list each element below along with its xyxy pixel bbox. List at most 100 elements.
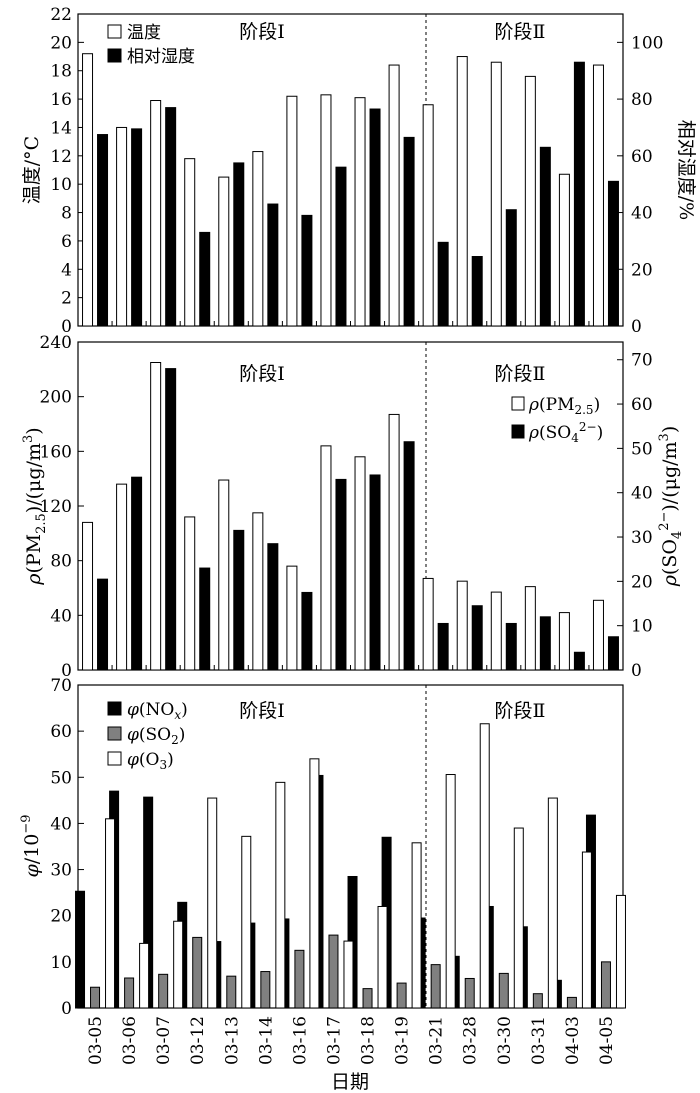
bar-bottom-s2-03-13 [241,835,252,1009]
bar-bottom-s2-03-06 [139,942,150,1009]
legend-label-temperature: 温度 [127,23,161,43]
bar-top-s0-03-14 [252,151,264,327]
stage-label-1-top: 阶段Ⅰ [239,21,285,43]
bar-top-s1-03-28 [471,256,483,327]
bar-top-s0-03-16 [286,95,298,327]
bar-bottom-s2-04-05 [615,894,626,1009]
x-tick-label-03-21: 03-21 [427,1016,447,1065]
panel-top-right-tick-label: 20 [631,260,653,280]
bar-middle-s1-04-05 [607,636,619,671]
legend-swatch-sulfate [511,424,525,439]
bar-top-s0-03-05 [82,53,94,327]
legend-label-so2: φ(SO2) [127,725,185,747]
x-tick-label-03-14: 03-14 [256,1016,276,1065]
bar-middle-s1-03-28 [471,605,483,671]
bar-bottom-s2-03-18 [377,905,388,1009]
panel-middle-left-tick-label: 0 [61,661,72,681]
panel-top-right-tick-label: 80 [631,90,653,110]
bar-bottom-s1-03-21 [430,964,441,1009]
x-tick-label-04-03: 04-03 [563,1016,583,1065]
middle-left-axis-label: ρ(PM2.5)/(μg/m3) [21,427,49,585]
bar-bottom-s2-03-12 [207,797,218,1009]
bar-middle-s0-04-05 [592,599,604,671]
panel-top-left-tick-label: 0 [61,317,72,337]
panel-top-left-tick-label: 16 [50,90,72,110]
panel-bottom-left-tick-label: 60 [50,722,72,742]
bar-middle-s0-03-06 [116,483,128,671]
panel-bottom-left-tick-label: 20 [50,907,72,927]
legend-swatch-so2 [107,726,122,741]
x-tick-label-03-17: 03-17 [324,1016,344,1065]
legend-bottom: φ(NOx) φ(SO2) φ(O3) [107,700,188,772]
bar-middle-s1-03-30 [505,622,517,671]
bar-bottom-s1-03-30 [498,972,509,1009]
bar-middle-s1-03-06 [131,476,143,671]
bottom-left-axis-label: φ/10−9 [19,814,43,877]
bar-top-s1-03-14 [267,203,279,327]
x-tick-label-04-05: 04-05 [597,1016,617,1065]
bar-bottom-s2-03-14 [275,781,286,1009]
bar-bottom-s1-03-05 [90,986,101,1009]
panel-middle-right-tick-label: 30 [631,528,653,548]
bar-bottom-s2-03-17 [343,940,354,1009]
bar-top-s1-03-06 [131,128,143,327]
bar-middle-s0-03-31 [524,586,536,671]
bar-middle-s0-03-14 [252,512,264,671]
stage-label-2-bottom: 阶段Ⅱ [495,700,546,722]
legend-label-nox: φ(NOx) [127,700,188,722]
bar-top-s1-03-21 [437,241,449,327]
bar-top-s0-03-19 [388,64,400,327]
panel-middle-right-tick-label: 10 [631,617,653,637]
bar-bottom-s0-03-05 [75,890,86,1009]
bar-top-s0-04-05 [592,64,604,327]
bar-middle-s0-03-07 [150,362,162,671]
stage-label-2-top: 阶段Ⅱ [495,21,546,43]
bar-bottom-s1-03-16 [294,949,305,1009]
panel-bottom-left-tick-label: 0 [61,999,72,1019]
legend-label-humidity: 相对湿度 [127,47,195,67]
legend-swatch-humidity [107,48,122,63]
panel-top-left-tick-label: 10 [50,175,72,195]
bar-top-s1-03-07 [165,107,177,327]
middle-right-axis-label: ρ(SO42−)/(μg/m3) [657,426,685,588]
bar-top-s1-03-12 [199,231,211,327]
x-tick-label-03-05: 03-05 [86,1016,106,1065]
bar-middle-s1-03-14 [267,543,279,671]
bar-middle-s0-03-28 [456,580,468,671]
bar-middle-s1-03-21 [437,622,449,671]
bar-bottom-s2-03-21 [445,774,456,1009]
bar-bottom-s2-03-07 [173,920,184,1009]
bar-top-s0-03-17 [320,94,332,327]
x-tick-label-03-19: 03-19 [393,1016,413,1065]
bar-top-s1-03-05 [97,134,109,327]
bar-middle-s0-03-16 [286,565,298,671]
bar-bottom-s1-04-05 [600,961,611,1009]
bar-bottom-s1-03-07 [158,973,169,1009]
bar-bottom-s1-03-14 [260,971,271,1009]
bar-middle-s0-04-03 [558,612,570,671]
bar-bottom-s2-03-31 [547,797,558,1009]
x-tick-label-03-28: 03-28 [461,1016,481,1065]
x-axis-label: 日期 [331,1071,369,1093]
bar-top-s0-03-28 [456,56,468,327]
bar-bottom-s2-03-28 [479,723,490,1009]
panel-top-left-tick-label: 2 [61,289,72,309]
bar-middle-s1-03-17 [335,478,347,671]
legend-label-o3: φ(O3) [127,750,174,772]
legend-label-pm25: ρ(PM2.5) [528,395,600,417]
panel-top-left-tick-label: 8 [61,204,72,224]
bar-top-s0-03-13 [218,176,230,327]
bar-bottom-s1-03-17 [328,934,339,1009]
bar-middle-s1-03-07 [165,368,177,671]
bar-top-s1-03-19 [403,136,415,327]
bar-bottom-s1-03-13 [226,975,237,1009]
bar-top-s1-03-17 [335,166,347,327]
panel-top-left-tick-label: 4 [61,260,72,280]
panel-middle-left-tick-label: 160 [40,442,72,462]
panel-top-left-tick-label: 20 [50,33,72,53]
x-tick-label-03-31: 03-31 [529,1016,549,1065]
x-tick-label-03-12: 03-12 [188,1016,208,1065]
bar-top-s0-03-31 [524,75,536,327]
legend-swatch-o3 [107,751,122,766]
panel-top-right-tick-label: 0 [631,317,642,337]
